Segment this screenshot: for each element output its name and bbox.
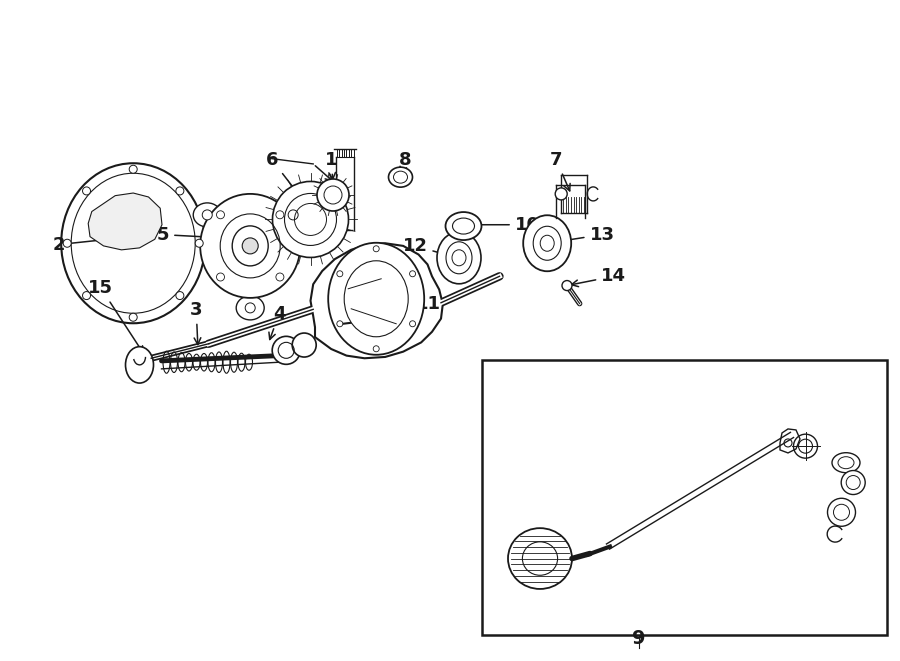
Ellipse shape [194, 203, 221, 227]
Circle shape [217, 211, 224, 219]
Circle shape [562, 280, 572, 291]
Circle shape [276, 211, 284, 219]
Circle shape [195, 239, 203, 247]
Ellipse shape [279, 203, 307, 227]
Ellipse shape [292, 333, 316, 357]
Ellipse shape [437, 232, 481, 284]
Text: 4: 4 [269, 305, 285, 340]
Text: 9: 9 [632, 629, 646, 648]
Text: 7: 7 [550, 151, 570, 191]
Ellipse shape [344, 261, 409, 336]
Circle shape [217, 273, 224, 281]
Circle shape [130, 313, 137, 321]
Ellipse shape [446, 212, 482, 240]
Ellipse shape [61, 163, 205, 323]
Ellipse shape [842, 471, 865, 494]
Text: 15: 15 [88, 279, 143, 353]
Ellipse shape [523, 215, 572, 271]
Text: 2: 2 [52, 235, 129, 254]
Ellipse shape [389, 167, 412, 187]
Ellipse shape [317, 179, 349, 211]
Text: 6: 6 [266, 151, 302, 198]
Text: 11: 11 [381, 295, 441, 317]
Ellipse shape [272, 336, 301, 364]
Circle shape [202, 210, 212, 220]
Circle shape [176, 292, 184, 299]
Text: 13: 13 [552, 225, 615, 245]
Text: 1: 1 [325, 151, 338, 179]
Ellipse shape [827, 498, 856, 526]
Circle shape [374, 246, 379, 252]
Polygon shape [88, 193, 162, 250]
Circle shape [83, 187, 91, 195]
Text: 12: 12 [402, 237, 453, 258]
Circle shape [83, 292, 91, 299]
Circle shape [410, 271, 416, 277]
Circle shape [245, 303, 256, 313]
Circle shape [276, 273, 284, 281]
Ellipse shape [125, 346, 154, 383]
Ellipse shape [508, 528, 572, 589]
Ellipse shape [200, 194, 301, 298]
Circle shape [242, 238, 258, 254]
Ellipse shape [555, 188, 567, 200]
Ellipse shape [328, 243, 424, 355]
Text: 5: 5 [157, 225, 246, 244]
Circle shape [410, 321, 416, 327]
Text: 3: 3 [190, 301, 203, 344]
Circle shape [130, 165, 137, 173]
Ellipse shape [832, 453, 860, 473]
Circle shape [337, 321, 343, 327]
Bar [482, 360, 886, 635]
Polygon shape [310, 243, 443, 358]
Text: 10: 10 [468, 215, 540, 234]
Ellipse shape [236, 296, 265, 320]
Text: 14: 14 [572, 267, 626, 287]
Circle shape [337, 271, 343, 277]
Ellipse shape [273, 182, 348, 257]
Text: 8: 8 [399, 151, 411, 175]
Ellipse shape [232, 226, 268, 266]
Circle shape [176, 187, 184, 195]
Circle shape [374, 346, 379, 352]
Circle shape [63, 239, 71, 247]
Circle shape [288, 210, 298, 220]
